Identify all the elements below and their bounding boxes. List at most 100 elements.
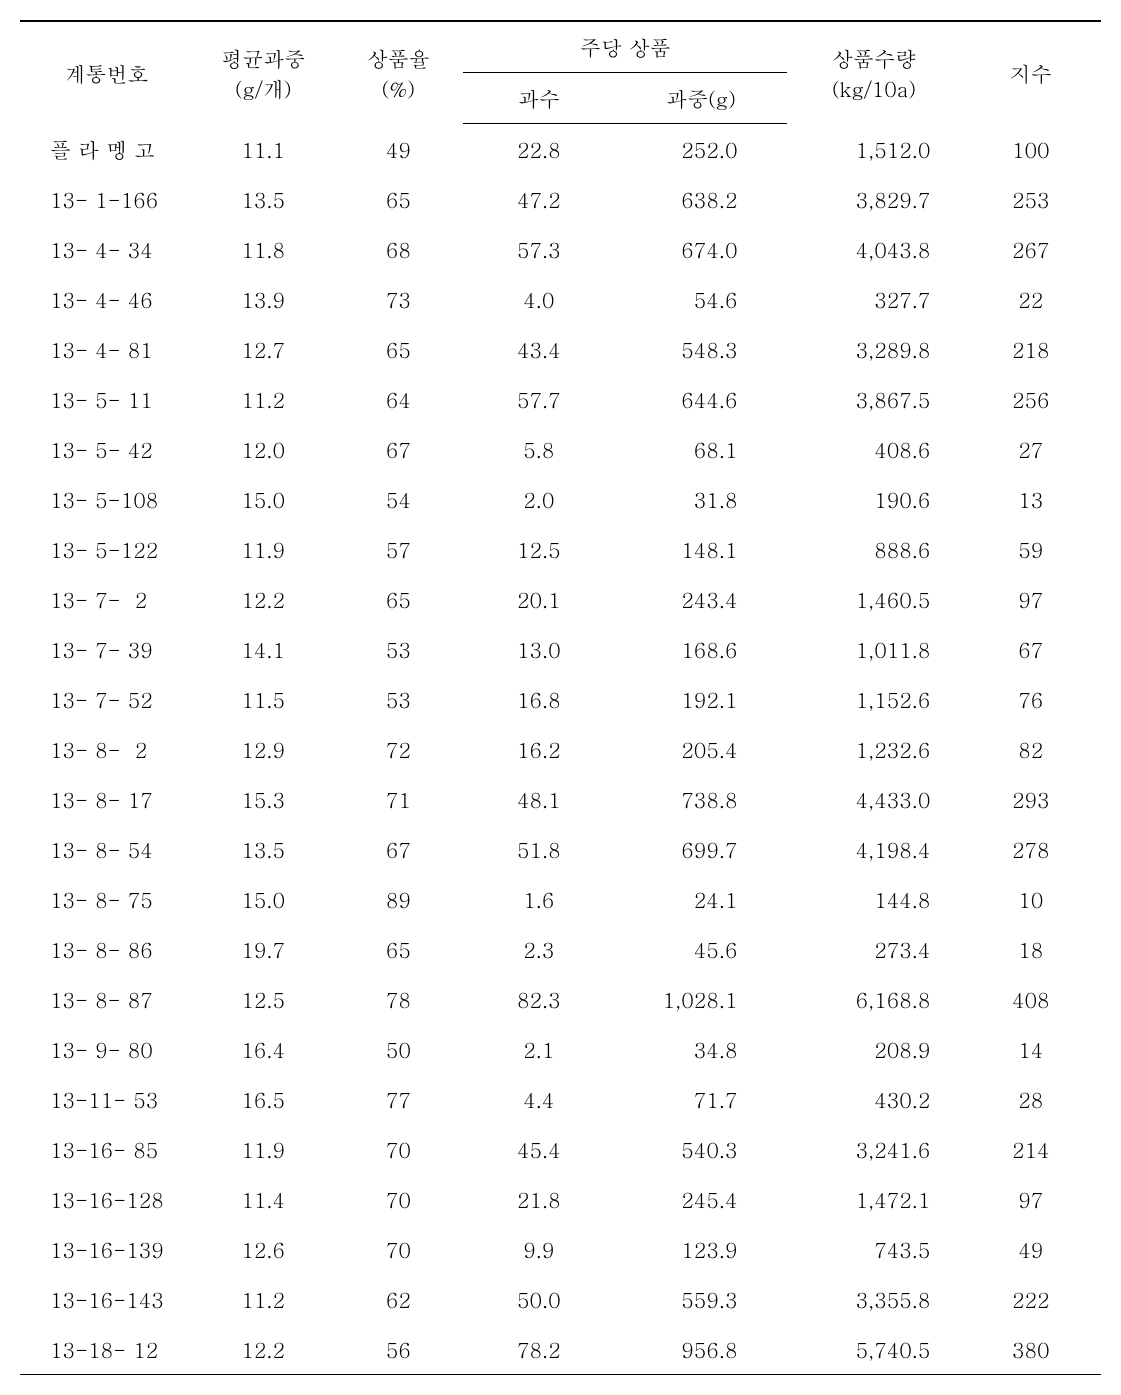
cell-index: 59 [960, 524, 1101, 574]
cell-fruit-weight: 548.3 [615, 324, 788, 374]
cell-line-no: 13- 5- 11 [20, 374, 193, 424]
cell-product-rate: 50 [333, 1024, 463, 1074]
cell-fruit-count: 78.2 [463, 1324, 614, 1375]
cell-product-rate: 73 [333, 274, 463, 324]
table-row: 13-18- 1212.25678.2956.85,740.5380 [20, 1324, 1101, 1375]
cell-product-qty: 273.4 [787, 924, 960, 974]
header-product-qty-unit: (kg/10a) [832, 73, 916, 103]
cell-avg-weight: 16.4 [193, 1024, 334, 1074]
cell-line-no: 13- 1-166 [20, 174, 193, 224]
cell-fruit-count: 57.7 [463, 374, 614, 424]
table-row: 13- 5-10815.0542.031.8190.613 [20, 474, 1101, 524]
cell-fruit-weight: 699.7 [615, 824, 788, 874]
cell-fruit-count: 50.0 [463, 1274, 614, 1324]
cell-line-no: 13- 8- 86 [20, 924, 193, 974]
cell-line-no: 13- 4- 34 [20, 224, 193, 274]
cell-index: 408 [960, 974, 1101, 1024]
cell-product-rate: 71 [333, 774, 463, 824]
cell-avg-weight: 15.3 [193, 774, 334, 824]
cell-line-no: 13-18- 12 [20, 1324, 193, 1375]
cell-fruit-count: 1.6 [463, 874, 614, 924]
cell-index: 253 [960, 174, 1101, 224]
header-index-label: 지수 [1010, 58, 1052, 88]
table-row: 13- 8- 212.97216.2205.41,232.682 [20, 724, 1101, 774]
table-row: 13-16-14311.26250.0559.33,355.8222 [20, 1274, 1101, 1324]
cell-fruit-count: 4.4 [463, 1074, 614, 1124]
cell-line-no: 13- 5-122 [20, 524, 193, 574]
cell-product-qty: 327.7 [787, 274, 960, 324]
cell-product-qty: 430.2 [787, 1074, 960, 1124]
cell-line-no: 13- 8- 17 [20, 774, 193, 824]
cell-product-rate: 64 [333, 374, 463, 424]
cell-product-rate: 65 [333, 324, 463, 374]
table-row: 13- 1-16613.56547.2638.23,829.7253 [20, 174, 1101, 224]
cell-line-no: 13-16- 85 [20, 1124, 193, 1174]
header-line-no-label: 계통번호 [64, 58, 148, 88]
cell-avg-weight: 13.5 [193, 824, 334, 874]
cell-line-no: 13- 8- 2 [20, 724, 193, 774]
cell-product-qty: 3,241.6 [787, 1124, 960, 1174]
cell-product-rate: 89 [333, 874, 463, 924]
cell-fruit-weight: 956.8 [615, 1324, 788, 1375]
table-row: 13- 8- 5413.56751.8699.74,198.4278 [20, 824, 1101, 874]
cell-index: 22 [960, 274, 1101, 324]
cell-product-qty: 3,867.5 [787, 374, 960, 424]
cell-product-rate: 53 [333, 674, 463, 724]
cell-fruit-weight: 540.3 [615, 1124, 788, 1174]
cell-product-qty: 3,829.7 [787, 174, 960, 224]
table-row: 13- 9- 8016.4502.134.8208.914 [20, 1024, 1101, 1074]
cell-product-rate: 68 [333, 224, 463, 274]
cell-product-rate: 65 [333, 574, 463, 624]
cell-fruit-count: 45.4 [463, 1124, 614, 1174]
cell-line-no: 13- 9- 80 [20, 1024, 193, 1074]
cell-product-rate: 72 [333, 724, 463, 774]
cell-index: 278 [960, 824, 1101, 874]
cell-fruit-count: 2.1 [463, 1024, 614, 1074]
cell-avg-weight: 12.0 [193, 424, 334, 474]
cell-index: 100 [960, 124, 1101, 175]
cell-index: 222 [960, 1274, 1101, 1324]
cell-fruit-count: 22.8 [463, 124, 614, 175]
cell-index: 293 [960, 774, 1101, 824]
cell-avg-weight: 15.0 [193, 874, 334, 924]
cell-product-rate: 67 [333, 424, 463, 474]
cell-product-qty: 190.6 [787, 474, 960, 524]
cell-fruit-weight: 644.6 [615, 374, 788, 424]
cell-product-qty: 1,152.6 [787, 674, 960, 724]
cell-product-rate: 57 [333, 524, 463, 574]
cell-fruit-weight: 68.1 [615, 424, 788, 474]
cell-product-qty: 4,433.0 [787, 774, 960, 824]
cell-fruit-weight: 45.6 [615, 924, 788, 974]
header-per-plant-label: 주당 상품 [580, 32, 671, 62]
cell-line-no: 13-16-128 [20, 1174, 193, 1224]
cell-fruit-count: 43.4 [463, 324, 614, 374]
cell-fruit-count: 4.0 [463, 274, 614, 324]
cell-index: 218 [960, 324, 1101, 374]
table-row: 13- 4- 4613.9734.054.6327.722 [20, 274, 1101, 324]
cell-fruit-count: 2.3 [463, 924, 614, 974]
cell-fruit-weight: 24.1 [615, 874, 788, 924]
cell-product-qty: 5,740.5 [787, 1324, 960, 1375]
cell-index: 214 [960, 1124, 1101, 1174]
table-row: 13- 5- 1111.26457.7644.63,867.5256 [20, 374, 1101, 424]
cell-product-rate: 65 [333, 174, 463, 224]
cell-index: 18 [960, 924, 1101, 974]
cell-line-no: 13- 8- 54 [20, 824, 193, 874]
cell-fruit-count: 48.1 [463, 774, 614, 824]
table-row: 13- 5-12211.95712.5148.1888.659 [20, 524, 1101, 574]
header-fruit-count: 과수 [463, 73, 614, 124]
cell-product-rate: 70 [333, 1124, 463, 1174]
table-row: 13-16- 8511.97045.4540.33,241.6214 [20, 1124, 1101, 1174]
cell-product-qty: 208.9 [787, 1024, 960, 1074]
cell-product-rate: 70 [333, 1174, 463, 1224]
cell-fruit-weight: 31.8 [615, 474, 788, 524]
cell-index: 14 [960, 1024, 1101, 1074]
cell-line-no: 13- 4- 46 [20, 274, 193, 324]
table-row: 13- 4- 3411.86857.3674.04,043.8267 [20, 224, 1101, 274]
cell-index: 267 [960, 224, 1101, 274]
cell-product-qty: 1,472.1 [787, 1174, 960, 1224]
cell-fruit-count: 47.2 [463, 174, 614, 224]
cell-avg-weight: 16.5 [193, 1074, 334, 1124]
cell-product-rate: 49 [333, 124, 463, 175]
cell-avg-weight: 11.9 [193, 1124, 334, 1174]
